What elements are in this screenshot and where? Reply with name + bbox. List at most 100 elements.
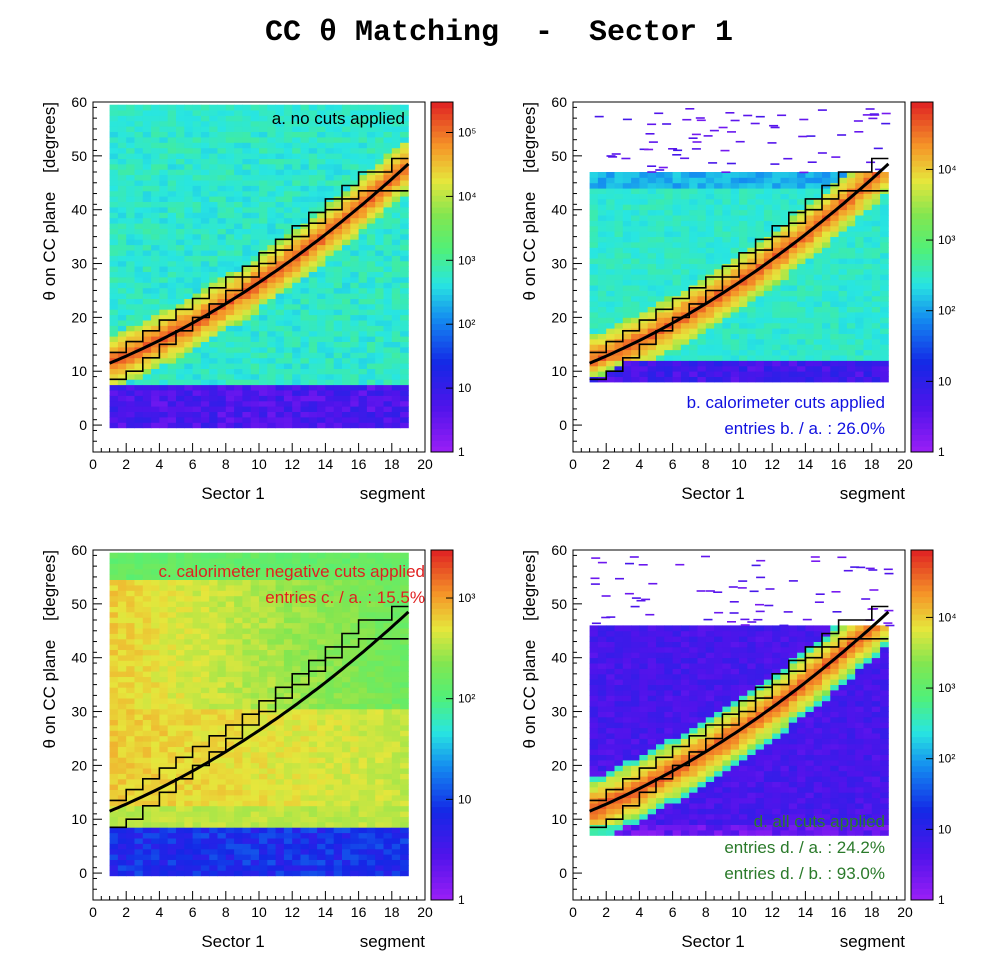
- heatmap-cells: [109, 104, 409, 429]
- outlier-cell: [769, 124, 779, 127]
- outlier-cell: [737, 587, 747, 589]
- outlier-cell: [862, 114, 872, 116]
- outlier-cell: [783, 157, 793, 160]
- x-tick-label: 10: [251, 456, 267, 472]
- outlier-cell: [885, 624, 895, 627]
- outlier-cell: [865, 567, 875, 570]
- cut-line-lower: [589, 638, 889, 829]
- y-tick-label: 20: [551, 309, 567, 325]
- x-axis-label: Sector 1: [201, 932, 264, 951]
- outlier-cell: [729, 612, 739, 614]
- outlier-cell: [881, 112, 891, 115]
- outlier-cell: [884, 572, 894, 575]
- outlier-cell: [721, 171, 731, 173]
- outlier-cell: [648, 582, 658, 585]
- x-tick-label: 2: [122, 456, 130, 472]
- y-tick-label: 30: [71, 704, 87, 720]
- x-tick-label: 8: [702, 456, 710, 472]
- outlier-cell: [675, 563, 685, 566]
- x-tick-label: 18: [864, 904, 880, 920]
- x-tick-label: 12: [764, 456, 780, 472]
- outlier-cell: [682, 118, 692, 121]
- outlier-cell: [755, 115, 765, 118]
- cut-line-lower: [109, 638, 409, 829]
- outlier-cell: [668, 148, 678, 150]
- outlier-cell: [807, 161, 817, 163]
- y-tick-label: 50: [551, 148, 567, 164]
- colorbar-tick-label: 10³: [458, 253, 475, 267]
- outlier-cell: [709, 129, 719, 132]
- outlier-cell: [641, 598, 651, 601]
- y-axis-label: θ on CC plane [degrees]: [520, 550, 539, 748]
- x-tick-label: 16: [351, 904, 367, 920]
- x-tick-label: 16: [831, 456, 847, 472]
- x-tick-label: 18: [864, 456, 880, 472]
- annotation-text: entries d. / a. : 24.2%: [724, 838, 885, 857]
- fit-curve: [589, 610, 890, 813]
- outlier-cell: [590, 583, 600, 585]
- outlier-cell: [597, 561, 607, 564]
- outlier-cell: [865, 108, 875, 110]
- outlier-cell: [601, 595, 611, 597]
- y-tick-label: 0: [79, 417, 87, 433]
- outlier-cell: [854, 131, 864, 133]
- colorbar: [910, 101, 934, 453]
- outlier-cell: [837, 134, 847, 136]
- annotation-text: b. calorimeter cuts applied: [687, 393, 885, 412]
- outlier-cell: [720, 149, 730, 152]
- outlier-cell: [779, 624, 789, 627]
- outlier-cell: [750, 122, 760, 125]
- panel-c: 0 2 4 6 8 10 12 14 16 18 20 0 10 20 30 40 50 60 Sector 1 se…: [40, 542, 475, 951]
- x-tick-label: 6: [669, 456, 677, 472]
- x-tick-label: 4: [156, 456, 164, 472]
- colorbar-tick-label: 10⁵: [458, 125, 476, 139]
- outlier-cell: [705, 590, 715, 592]
- x-tick-label: 12: [764, 904, 780, 920]
- y-axis-label: θ on CC plane [degrees]: [520, 102, 539, 300]
- outlier-cell: [606, 155, 616, 157]
- outlier-cell: [756, 576, 766, 579]
- y-tick-label: 10: [71, 363, 87, 379]
- x-tick-label: 2: [122, 904, 130, 920]
- outlier-cell: [831, 156, 841, 158]
- y-tick-label: 40: [551, 202, 567, 218]
- y-tick-label: 50: [71, 148, 87, 164]
- y-tick-label: 20: [71, 309, 87, 325]
- outlier-cell: [630, 605, 640, 608]
- x-tick-label: 16: [831, 904, 847, 920]
- y-tick-label: 20: [71, 757, 87, 773]
- x-tick-label: 18: [384, 456, 400, 472]
- outlier-cell: [685, 108, 695, 110]
- outlier-cell: [765, 588, 775, 590]
- annotation-text: entries c. / a. : 15.5%: [265, 588, 425, 607]
- outlier-cell: [738, 580, 748, 582]
- x-tick-label: 20: [417, 456, 433, 472]
- outlier-cell: [647, 171, 657, 173]
- outlier-cell: [755, 603, 764, 606]
- outlier-cell: [662, 123, 672, 125]
- x-tick-label: 8: [222, 904, 230, 920]
- y-axis-label: θ on CC plane [degrees]: [40, 550, 59, 748]
- outlier-cell: [601, 616, 611, 619]
- outlier-cell: [638, 564, 648, 566]
- colorbar-tick-label: 1: [938, 445, 945, 459]
- outlier-cell: [718, 126, 728, 129]
- y-tick-label: 10: [551, 811, 567, 827]
- outlier-cell: [740, 618, 750, 621]
- x-tick-label: 14: [318, 904, 334, 920]
- outlier-cell: [647, 165, 657, 167]
- outlier-cell: [631, 597, 641, 599]
- annotation-text: d. all cuts applied: [754, 812, 885, 831]
- outlier-cell: [726, 162, 736, 165]
- outlier-cell: [591, 622, 601, 625]
- heatmap-cells: [589, 555, 895, 836]
- outlier-cell: [868, 117, 878, 120]
- y-tick-label: 60: [71, 94, 87, 110]
- outlier-cell: [701, 555, 710, 558]
- x-axis-label-right: segment: [840, 484, 905, 503]
- fit-curve: [109, 162, 410, 365]
- outlier-cell: [755, 610, 765, 613]
- outlier-cell: [696, 119, 706, 122]
- outlier-cell: [861, 598, 871, 600]
- y-tick-label: 50: [551, 596, 567, 612]
